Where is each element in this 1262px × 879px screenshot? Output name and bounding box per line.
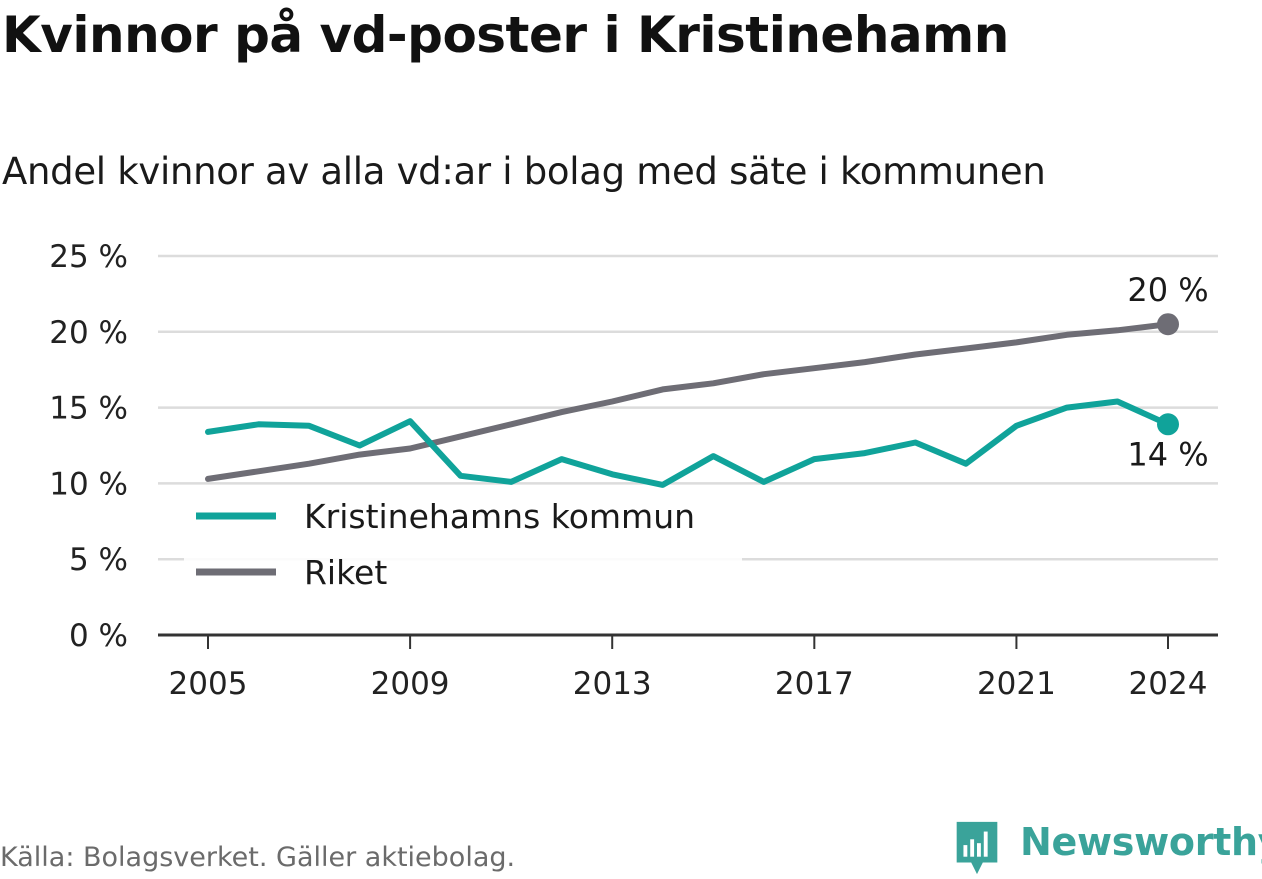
- line-chart: 25 %20 %15 %10 %5 %0 % 2005 2009 2013 2017 2…: [49, 239, 1218, 702]
- series-end-point: [1157, 313, 1179, 336]
- brand-name: Newsworthy: [1020, 820, 1262, 864]
- series-end-point: [1157, 413, 1179, 436]
- series-line-riket: [205, 321, 1171, 482]
- y-tick-label: 25 %: [49, 239, 128, 275]
- y-axis: 25 % 20 % 15 % 10 % 5 % 0 %: [49, 239, 128, 654]
- end-label: 20 %: [1127, 271, 1208, 309]
- x-tick-label: 2017: [775, 666, 854, 702]
- x-tick-label: 2024: [1129, 666, 1208, 702]
- legend-label: Kristinehamns kommun: [304, 497, 695, 536]
- x-tick-label: 2009: [371, 666, 450, 702]
- y-tick-label: 10 %: [49, 466, 128, 502]
- x-tick-label: 2013: [573, 666, 652, 702]
- source-note: Källa: Bolagsverket. Gäller aktiebolag.: [0, 842, 516, 873]
- series-lines: [205, 313, 1179, 488]
- x-tick-label: 2005: [169, 666, 248, 702]
- legend: Kristinehamns kommun Riket: [184, 488, 742, 600]
- bar-chart-logo-icon: [956, 821, 998, 875]
- end-labels: 20 % 14 %: [1127, 271, 1208, 473]
- y-tick-label: 15 %: [49, 391, 128, 427]
- y-tick-label: 5 %: [69, 542, 128, 578]
- end-label: 14 %: [1127, 435, 1208, 473]
- legend-background: [184, 488, 742, 600]
- chart-subtitle: Andel kvinnor av alla vd:ar i bolag med …: [2, 150, 1046, 193]
- x-tick-label: 2021: [977, 666, 1056, 702]
- chart-title: Kvinnor på vd-poster i Kristinehamn: [2, 6, 1009, 64]
- y-tick-label: 20 %: [49, 315, 128, 351]
- series-line-kristinehamn: [205, 398, 1171, 488]
- legend-label: Riket: [304, 553, 387, 592]
- x-axis: 2005 2009 2013 2017 2021 2024: [158, 633, 1218, 702]
- y-tick-label: 0 %: [69, 618, 128, 654]
